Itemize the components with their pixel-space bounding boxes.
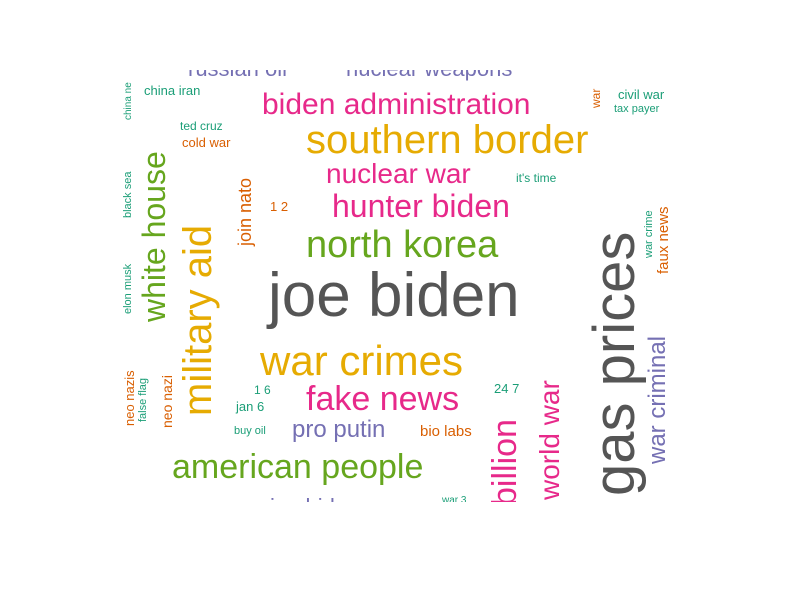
word-war: war: [589, 88, 603, 108]
word-hunter-biden: hunter biden: [332, 188, 510, 224]
word-pro-putin: pro putin: [292, 416, 386, 443]
word-joe-biden: joe biden: [268, 261, 520, 330]
word-joe-biden-small: joe biden: [270, 496, 359, 503]
word-its-time: it's time: [516, 171, 557, 185]
word-ted-cruz: ted cruz: [180, 119, 223, 133]
word-fake-news: fake news: [306, 380, 460, 418]
word-neo-nazi: neo nazi: [159, 375, 175, 428]
word-military-aid: military aid: [176, 224, 220, 416]
word-nuclear-weapons: nuclear weapons: [346, 70, 512, 80]
word-russian-oil: russian oil: [188, 70, 287, 80]
word-buy-oil: buy oil: [234, 425, 266, 437]
word-faux-news: faux news: [655, 206, 672, 274]
word-cold-war: cold war: [182, 135, 231, 150]
word-neo-nazis: neo nazis: [122, 370, 137, 426]
word-tax-payer: tax payer: [614, 103, 660, 115]
word-1-6: 1 6: [254, 383, 271, 397]
word-black-sea: black sea: [122, 171, 134, 218]
word-1-2: 1 2: [270, 199, 289, 214]
word-war-crime: war crime: [643, 210, 655, 258]
word-china-iran: china iran: [144, 83, 201, 98]
word-southern-border: southern border: [306, 118, 589, 162]
word-china-ne: china ne: [123, 82, 134, 120]
word-gas-prices: gas prices: [582, 231, 647, 496]
word-false-flag: false flag: [137, 377, 149, 422]
word-war-crimes: war crimes: [260, 337, 464, 384]
word-nuclear-war: nuclear war: [326, 158, 471, 189]
word-american-people: american people: [172, 448, 424, 486]
word-elon-musk: elon musk: [122, 263, 134, 314]
word-cloud: joe biden gas prices southern border war…: [120, 70, 676, 502]
word-bio-labs: bio labs: [420, 423, 472, 440]
word-civil-war: civil war: [618, 87, 665, 102]
word-war-criminal: war criminal: [644, 335, 671, 464]
word-billion: billion: [486, 419, 524, 502]
word-24-7: 24 7: [494, 381, 520, 396]
word-biden-administration: biden administration: [262, 88, 531, 121]
word-join-nato: join nato: [235, 177, 255, 246]
word-world-war: world war: [534, 380, 565, 500]
word-war-3: war 3: [442, 495, 467, 503]
word-north-korea: north korea: [306, 224, 499, 266]
word-jan-6: jan 6: [236, 399, 265, 414]
word-white-house: white house: [136, 151, 172, 322]
